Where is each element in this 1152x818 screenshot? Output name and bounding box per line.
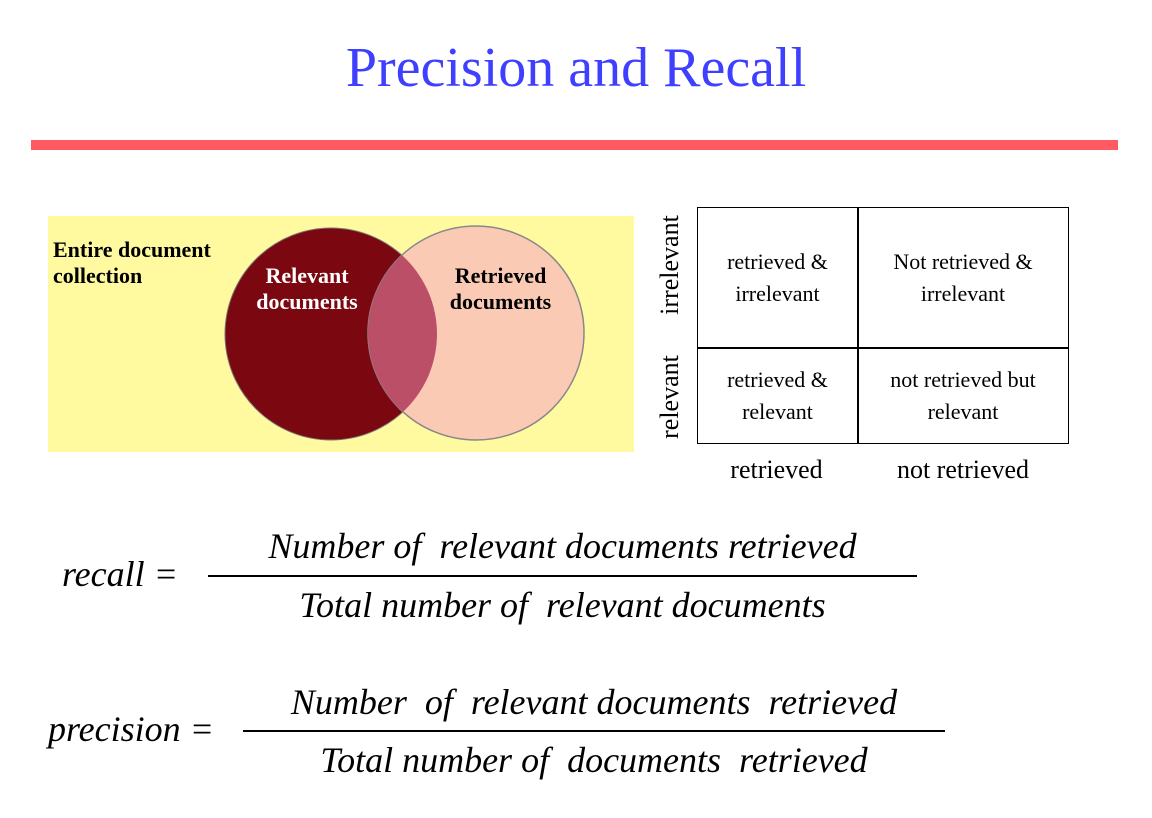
retrieved-label: Retrieved documents	[433, 263, 568, 315]
precision-fraction-bar	[243, 730, 945, 732]
collection-label-line: Entire document	[53, 237, 211, 262]
recall-lhs: recall =	[62, 554, 178, 594]
precision-numerator: Number of relevant documents retrieved	[290, 682, 898, 722]
recall-fraction-bar	[208, 575, 917, 577]
col-label-not-retrieved: not retrieved	[896, 455, 1030, 484]
recall-numerator: Number of relevant documents retrieved	[268, 526, 857, 566]
title-divider	[31, 140, 1118, 150]
cell-retrieved-irrelevant: retrieved & irrelevant	[727, 248, 828, 306]
confusion-matrix: retrieved & irrelevant Not retrieved & i…	[697, 207, 1069, 444]
relevant-label: Relevant documents	[242, 263, 372, 315]
precision-denominator: Total number of documents retrieved	[320, 740, 868, 780]
col-label-retrieved: retrieved	[730, 455, 823, 484]
relevant-label-line: Relevant	[265, 263, 349, 288]
recall-denominator: Total number of relevant documents	[299, 585, 826, 625]
cell-not-retrieved-irrelevant: Not retrieved & irrelevant	[893, 248, 1033, 306]
matrix-divider	[698, 347, 1068, 349]
row-label-irrelevant: irrelevant	[655, 215, 684, 315]
matrix-divider	[857, 208, 859, 443]
relevant-label-line: documents	[256, 289, 358, 314]
retrieved-label-line: Retrieved	[454, 263, 547, 288]
precision-lhs: precision =	[48, 709, 214, 749]
venn-svg	[48, 216, 634, 452]
venn-diagram: Entire document collection Relevant docu…	[48, 216, 634, 452]
cell-retrieved-relevant: retrieved & relevant	[727, 366, 828, 424]
slide-title: Precision and Recall	[345, 37, 807, 99]
collection-label-line: collection	[53, 263, 143, 288]
retrieved-label-line: documents	[449, 289, 552, 314]
row-label-relevant: relevant	[655, 355, 684, 439]
cell-not-retrieved-relevant: not retrieved but relevant	[890, 366, 1036, 424]
collection-label: Entire document collection	[53, 237, 211, 289]
